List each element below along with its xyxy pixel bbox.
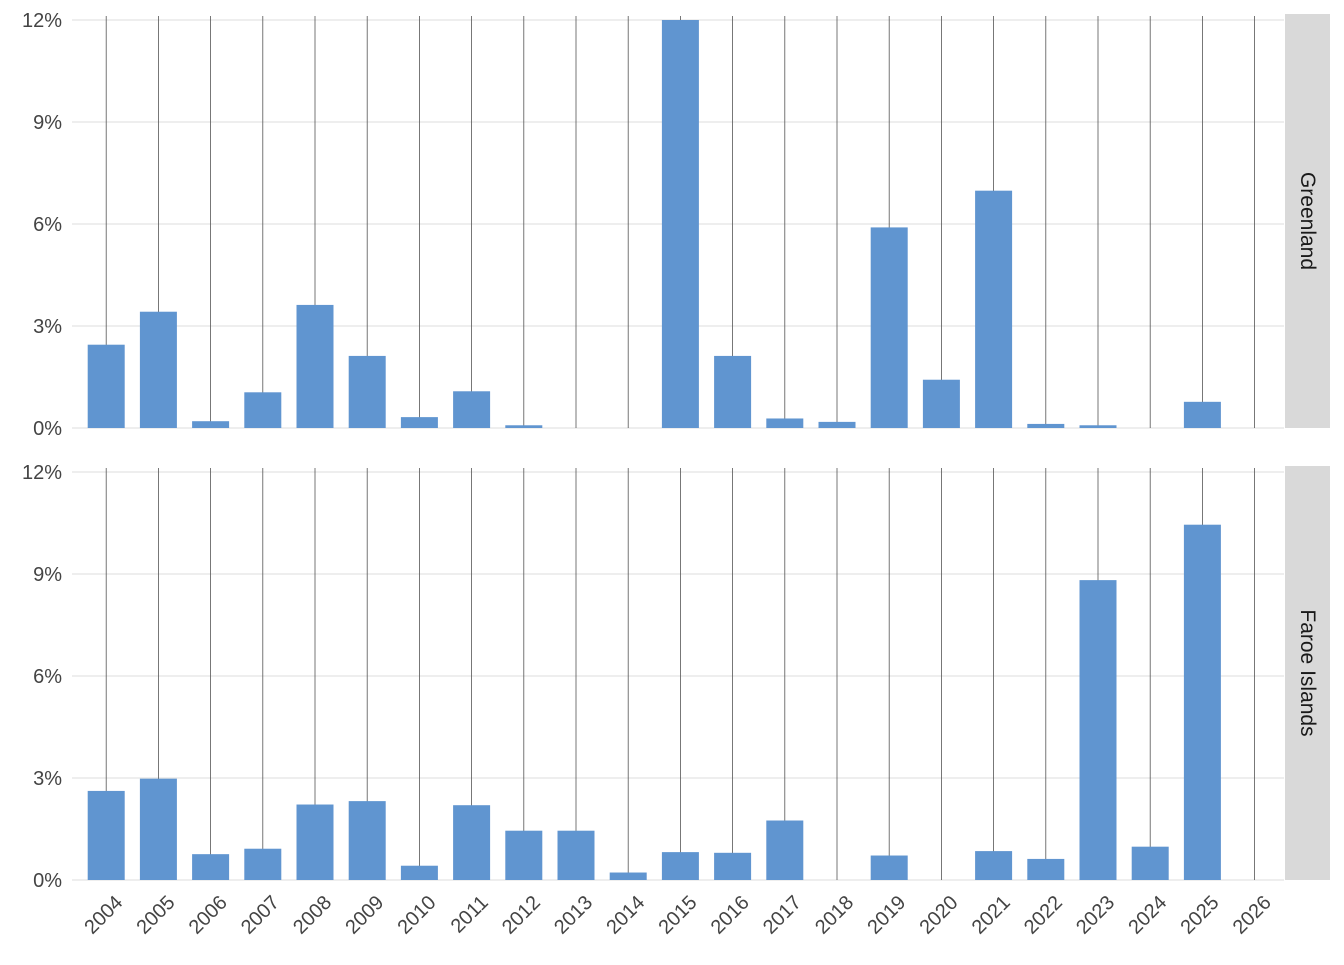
x-tick-label: 2005 (133, 892, 180, 939)
x-tick-label: 2025 (1177, 892, 1224, 939)
x-tick-label: 2008 (289, 892, 336, 939)
bar (400, 865, 438, 880)
bar (1027, 423, 1065, 428)
bar (714, 355, 752, 428)
x-tick-label: 2015 (655, 892, 702, 939)
x-tick-label: 2004 (80, 892, 127, 939)
bar (661, 20, 699, 428)
bar (87, 790, 125, 880)
y-tick-label: 6% (33, 666, 62, 688)
x-tick-label: 2009 (341, 892, 388, 939)
bar (714, 852, 752, 880)
bar (348, 355, 386, 428)
bar (1079, 425, 1117, 428)
bar (661, 852, 699, 880)
bar (192, 421, 230, 428)
y-tick-label: 9% (33, 112, 62, 134)
bar (244, 392, 282, 428)
y-tick-label: 3% (33, 316, 62, 338)
x-tick-label: 2012 (498, 892, 545, 939)
bar (244, 848, 282, 880)
bar (766, 418, 804, 428)
bar (453, 805, 491, 880)
y-tick-label: 3% (33, 768, 62, 790)
x-tick-label: 2021 (968, 892, 1015, 939)
bar (1027, 858, 1065, 880)
y-tick-label: 6% (33, 214, 62, 236)
facet-panel-1: 0% 3% 6% 9% 12% Faroe Islands (22, 462, 1330, 892)
x-tick-label: 2006 (185, 892, 232, 939)
facet-strip-label: Greenland (1296, 172, 1319, 270)
x-tick-label: 2026 (1229, 892, 1276, 939)
x-tick-label: 2016 (707, 892, 754, 939)
bar (139, 778, 177, 880)
bar (557, 830, 595, 880)
y-tick-label: 0% (33, 870, 62, 892)
bar (348, 801, 386, 880)
x-tick-label: 2014 (602, 892, 649, 939)
bar (766, 820, 804, 880)
x-tick-label: 2010 (394, 892, 441, 939)
bar (870, 227, 908, 428)
bar (922, 379, 960, 428)
facet-strip (1285, 466, 1330, 880)
x-tick-label: 2020 (916, 892, 963, 939)
bar (1183, 401, 1221, 428)
bar (87, 344, 125, 428)
facet-panel-0: 0% 3% 6% 9% 12% Greenland (22, 10, 1330, 440)
bar (975, 190, 1013, 428)
bar (505, 830, 543, 880)
y-tick-label: 9% (33, 564, 62, 586)
bar (453, 391, 491, 428)
x-tick-label: 2024 (1124, 892, 1171, 939)
bar (975, 851, 1013, 880)
bar (505, 425, 543, 428)
bar (1079, 580, 1117, 880)
y-tick-label: 12% (22, 462, 62, 484)
y-tick-label: 12% (22, 10, 62, 32)
facet-strip-label: Faroe Islands (1296, 609, 1319, 736)
bar (192, 854, 230, 880)
bar (296, 304, 334, 428)
x-tick-label: 2022 (1020, 892, 1067, 939)
bar (296, 804, 334, 880)
x-tick-label: 2011 (447, 892, 493, 938)
bar (400, 417, 438, 428)
y-tick-label: 0% (33, 418, 62, 440)
x-tick-label: 2013 (550, 892, 597, 939)
x-tick-label: 2007 (237, 892, 284, 939)
bar (1183, 524, 1221, 880)
x-tick-label: 2019 (863, 892, 910, 939)
bar (609, 872, 647, 880)
bar (139, 311, 177, 428)
x-tick-label: 2023 (1072, 892, 1119, 939)
x-tick-label: 2017 (759, 892, 806, 939)
bar (1131, 846, 1169, 880)
bar (870, 855, 908, 880)
bar (818, 421, 856, 428)
x-tick-label: 2018 (811, 892, 858, 939)
facet-strip (1285, 14, 1330, 428)
